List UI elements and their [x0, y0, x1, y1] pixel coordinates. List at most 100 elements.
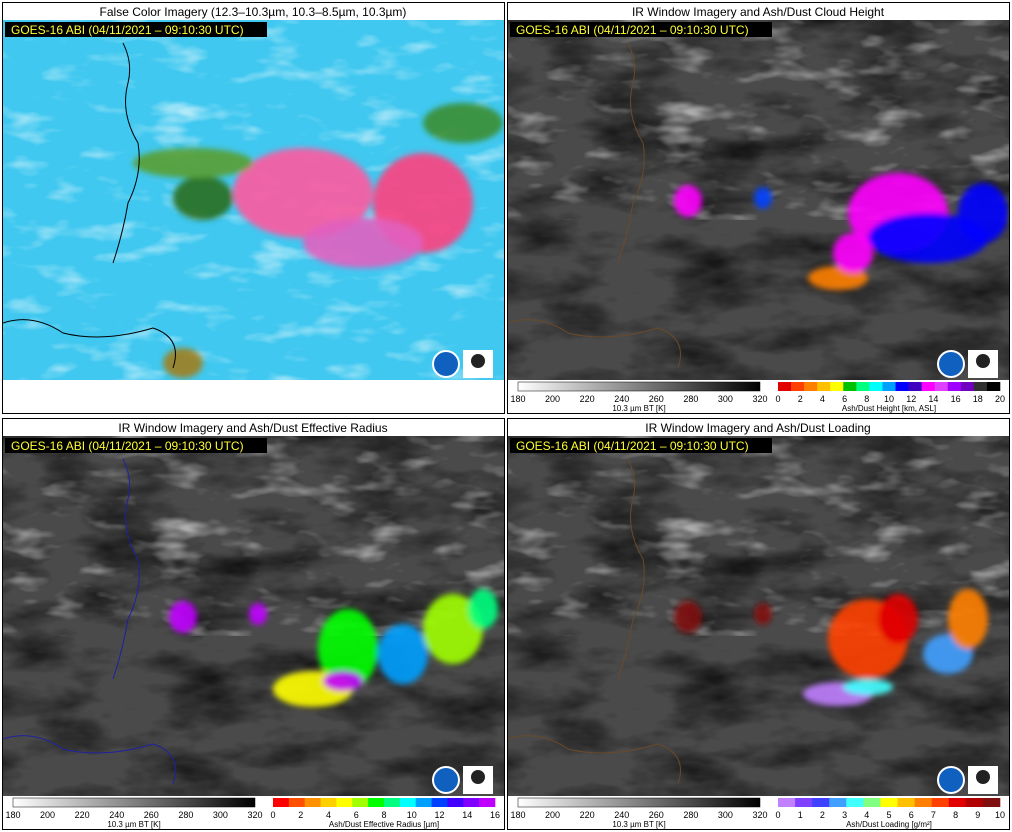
colorbar-segment	[947, 382, 962, 391]
colorbar-segment	[982, 798, 1001, 807]
colorbar-segment	[791, 382, 805, 391]
colorbar-tick-label: 300	[213, 810, 228, 820]
colorbar-tick-label: 3	[842, 810, 847, 820]
timestamp: GOES-16 ABI (04/11/2021 – 09:10:30 UTC)	[516, 439, 749, 453]
noaa-logo	[432, 766, 460, 794]
colorbar-tick-label: 8	[864, 394, 869, 404]
colorbar	[12, 797, 256, 808]
colorbar-tick-label: 180	[5, 810, 20, 820]
colorbar-tick-label: 4	[326, 810, 331, 820]
colorbar-label: Ash/Dust Height [km, ASL]	[842, 404, 936, 413]
satellite-image	[508, 436, 1009, 796]
colorbar-segment	[830, 382, 844, 391]
colorbar-tick-label: 16	[951, 394, 961, 404]
ash-plume	[423, 594, 483, 664]
colorbar-tick-label: 14	[462, 810, 472, 820]
colorbar-tick-label: 10	[407, 810, 417, 820]
cimss-mark	[976, 770, 990, 784]
colorbar-segment	[447, 798, 464, 807]
colorbar-tick-label: 9	[975, 810, 980, 820]
ash-plume	[878, 594, 918, 644]
cimss-mark	[976, 354, 990, 368]
ash-plume	[133, 148, 253, 178]
colorbar-tick-label: 240	[614, 394, 629, 404]
colorbar-tick-label: 0	[775, 810, 780, 820]
colorbar-segment	[856, 382, 870, 391]
colorbar-segment	[897, 798, 915, 807]
colorbar-segment	[352, 798, 369, 807]
colorbar-tick-label: 18	[973, 394, 983, 404]
colorbar-tick-label: 280	[178, 810, 193, 820]
panel-svg: IR Window Imagery and Ash/Dust Effective…	[3, 421, 504, 829]
colorbar-tick-label: 240	[109, 810, 124, 820]
colorbar-tick-label: 200	[40, 810, 55, 820]
colorbar-tick-label: 8	[953, 810, 958, 820]
coastline	[508, 42, 681, 369]
panel-title: IR Window Imagery and Ash/Dust Cloud Hei…	[632, 5, 885, 19]
colorbar-tick-label: 0	[775, 394, 780, 404]
timestamp: GOES-16 ABI (04/11/2021 – 09:10:30 UTC)	[11, 23, 244, 37]
colorbar-segment	[843, 382, 857, 391]
cloud-texture-light	[3, 436, 504, 636]
colorbar-tick-label: 12	[906, 394, 916, 404]
colorbar-segment	[948, 798, 967, 807]
colorbar-tick-label: 14	[928, 394, 938, 404]
colorbar-tick-label: 260	[649, 394, 664, 404]
panel: IR Window Imagery and Ash/Dust Loading GO…	[507, 418, 1010, 830]
colorbar-segment	[288, 798, 306, 807]
colorbar-segment	[320, 798, 337, 807]
colorbar-tick-label: 260	[144, 810, 159, 820]
colorbar-segment	[863, 798, 881, 807]
colorbar-segment	[804, 382, 818, 391]
colorbar-segment	[336, 798, 353, 807]
ash-plume	[833, 233, 873, 273]
colorbar-segment	[479, 798, 496, 807]
ash-plume	[249, 603, 267, 625]
colorbar-segment	[986, 382, 1001, 391]
colorbar-tick-label: 12	[434, 810, 444, 820]
ash-plume	[233, 148, 373, 238]
timestamp-box	[5, 22, 267, 37]
colorbar-tick-label: 6	[909, 810, 914, 820]
colorbar-tick-label: 2	[820, 810, 825, 820]
panel: False Color Imagery (12.3–10.3µm, 10.3–8…	[2, 2, 505, 414]
timestamp-box	[5, 438, 267, 453]
colorbar-tick-label: 220	[580, 394, 595, 404]
panel-title: IR Window Imagery and Ash/Dust Effective…	[118, 421, 387, 435]
colorbar-tick-label: 280	[683, 394, 698, 404]
colorbar-segment	[973, 382, 988, 391]
colorbar-segment	[817, 382, 831, 391]
cimss-mark	[471, 770, 485, 784]
ash-plume	[169, 601, 197, 633]
panel: IR Window Imagery and Ash/Dust Effective…	[2, 418, 505, 830]
colorbar-segment	[869, 382, 883, 391]
timestamp-box	[510, 22, 772, 37]
colorbar-segment	[415, 798, 432, 807]
colorbar	[517, 797, 761, 808]
ash-plume	[958, 183, 1008, 243]
colorbar-label: 10.3 µm BT [K]	[612, 404, 665, 413]
colorbar-tick-label: 280	[683, 810, 698, 820]
ash-plumes	[169, 589, 498, 707]
ash-plumes	[674, 173, 1008, 290]
coastline	[3, 458, 176, 785]
coastline	[508, 458, 681, 785]
colorbar-label: 10.3 µm BT [K]	[612, 820, 665, 829]
colorbar-label: 10.3 µm BT [K]	[107, 820, 160, 829]
timestamp: GOES-16 ABI (04/11/2021 – 09:10:30 UTC)	[516, 23, 749, 37]
panel-svg: False Color Imagery (12.3–10.3µm, 10.3–8…	[3, 5, 504, 380]
colorbar-segment	[921, 382, 936, 391]
satellite-image	[508, 20, 1009, 380]
ash-plume	[754, 187, 772, 209]
colorbar-segment	[399, 798, 417, 807]
colorbar-segment	[778, 382, 792, 391]
colorbar-segment	[882, 382, 896, 391]
ash-plume	[303, 218, 423, 268]
timestamp: GOES-16 ABI (04/11/2021 – 09:10:30 UTC)	[11, 439, 244, 453]
cimss-mark	[471, 354, 485, 368]
ash-plume	[423, 103, 503, 143]
colorbar-segment	[795, 798, 813, 807]
colorbar-tick-label: 10	[884, 394, 894, 404]
colorbar-segment	[914, 798, 932, 807]
colorbar-tick-label: 7	[931, 810, 936, 820]
